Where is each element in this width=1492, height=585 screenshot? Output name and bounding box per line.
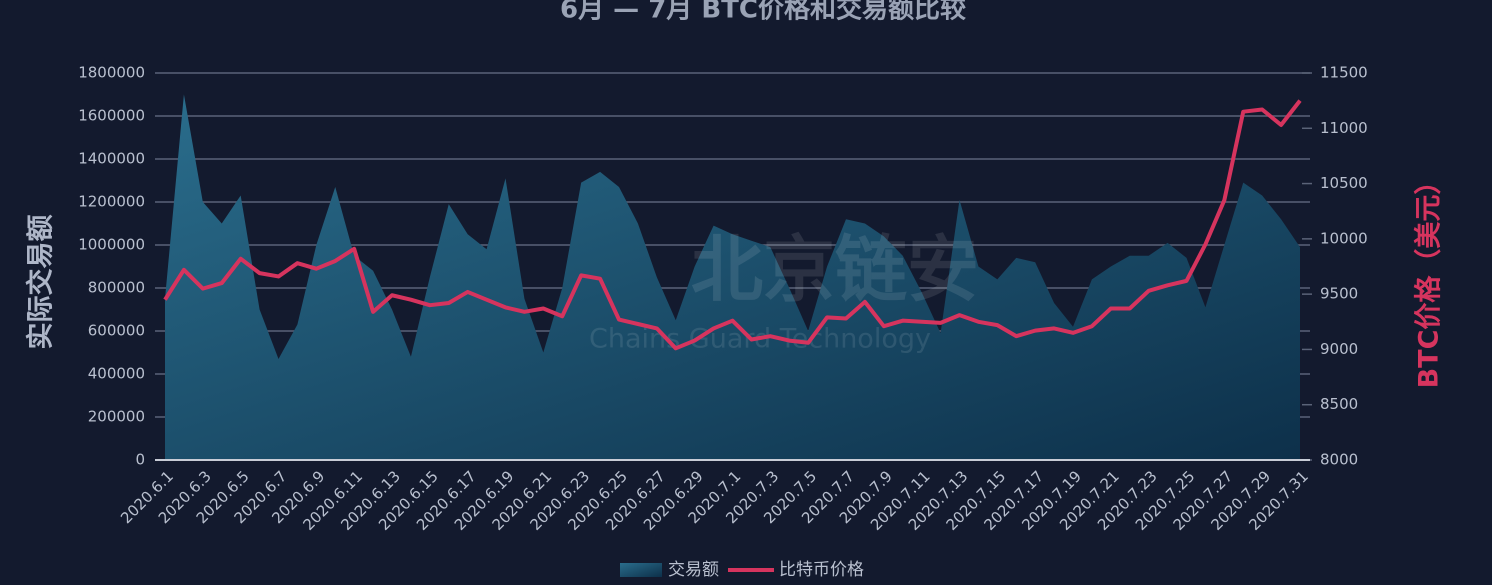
- y2-tick-label: 10000: [1320, 229, 1368, 247]
- chart-title: 6月 — 7月 BTC价格和交易额比较: [560, 0, 966, 25]
- y-tick-label: 800000: [88, 279, 145, 297]
- y-tick-label: 1800000: [78, 64, 145, 82]
- legend-label: 比特币价格: [779, 560, 864, 580]
- y-tick-label: 1200000: [78, 193, 145, 211]
- y-tick-label: 400000: [88, 365, 145, 383]
- y-tick-label: 0: [135, 451, 145, 469]
- watermark: 北京链安: [691, 228, 979, 312]
- y2-tick-label: 9000: [1320, 340, 1358, 358]
- y2-tick-label: 8500: [1320, 395, 1358, 413]
- line: [163, 99, 1302, 351]
- y-tick-label: 1600000: [78, 107, 145, 125]
- y2-tick-label: 11500: [1320, 64, 1368, 82]
- y2-tick-label: 9500: [1320, 285, 1358, 303]
- y-tick-label: 1400000: [78, 150, 145, 168]
- y2-tick-label: 11000: [1320, 119, 1368, 137]
- area: [165, 94, 1300, 460]
- y2-tick-label: 8000: [1320, 451, 1358, 469]
- y2-tick-label: 10500: [1320, 174, 1368, 192]
- legend-label: 交易额: [668, 560, 719, 580]
- y-tick-label: 1000000: [78, 236, 145, 254]
- y-tick-label: 200000: [88, 408, 145, 426]
- legend-swatch: [620, 563, 662, 577]
- y2-axis-title: BTC价格（美元）: [1413, 168, 1445, 389]
- y-axis-title: 实际交易额: [25, 215, 57, 350]
- y-tick-label: 600000: [88, 322, 145, 340]
